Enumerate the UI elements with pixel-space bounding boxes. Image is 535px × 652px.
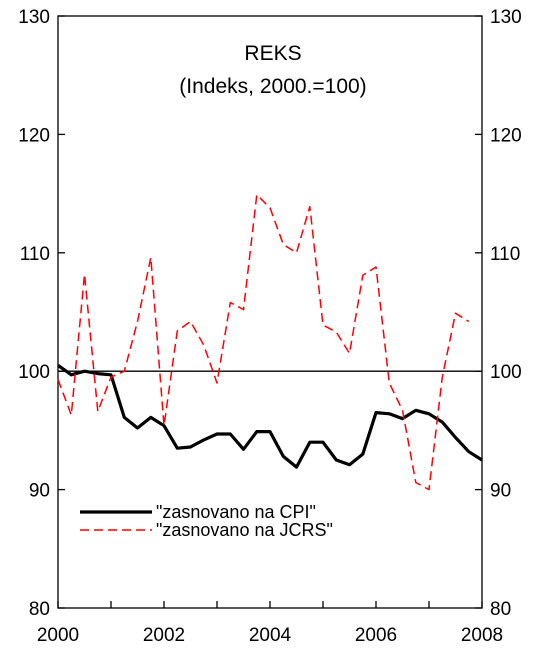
x-tick-label: 2008 [461, 625, 503, 646]
chart-title: REKS [244, 42, 301, 65]
left-y-tick-label: 90 [29, 481, 50, 502]
x-tick-label: 2004 [249, 625, 292, 646]
left-y-tick-label: 100 [18, 362, 50, 383]
legend-label: "zasnovano na CPI" [156, 502, 316, 522]
series-line-cpi [57, 363, 483, 469]
left-y-axis-ticks: 80 90 100 110 120 130 [18, 7, 65, 620]
chart-subtitle: (Indeks, 2000.=100) [179, 75, 366, 98]
left-y-tick-label: 130 [18, 7, 50, 28]
x-axis-ticks: 2000 2002 2004 2006 2008 [37, 601, 503, 646]
right-y-tick-label: 100 [490, 362, 522, 383]
legend-label: "zasnovano na JCRS" [156, 520, 333, 540]
series-layer [57, 194, 483, 491]
right-y-tick-label: 120 [490, 125, 522, 146]
x-tick-label: 2006 [355, 625, 397, 646]
x-tick-label: 2000 [37, 625, 79, 646]
right-y-tick-label: 130 [490, 7, 522, 28]
plot-area [57, 15, 483, 609]
right-y-tick-label: 80 [490, 599, 511, 620]
x-tick-label: 2002 [143, 625, 185, 646]
series-line-jcrs [57, 194, 470, 491]
legend: "zasnovano na CPI""zasnovano na JCRS" [80, 502, 333, 540]
left-y-tick-label: 110 [20, 244, 50, 265]
right-y-tick-label: 90 [490, 481, 511, 502]
right-y-tick-label: 110 [490, 244, 520, 265]
left-y-tick-label: 120 [18, 125, 50, 146]
left-y-tick-label: 80 [29, 599, 50, 620]
right-y-axis-ticks: 80 90 100 110 120 130 [475, 7, 522, 620]
